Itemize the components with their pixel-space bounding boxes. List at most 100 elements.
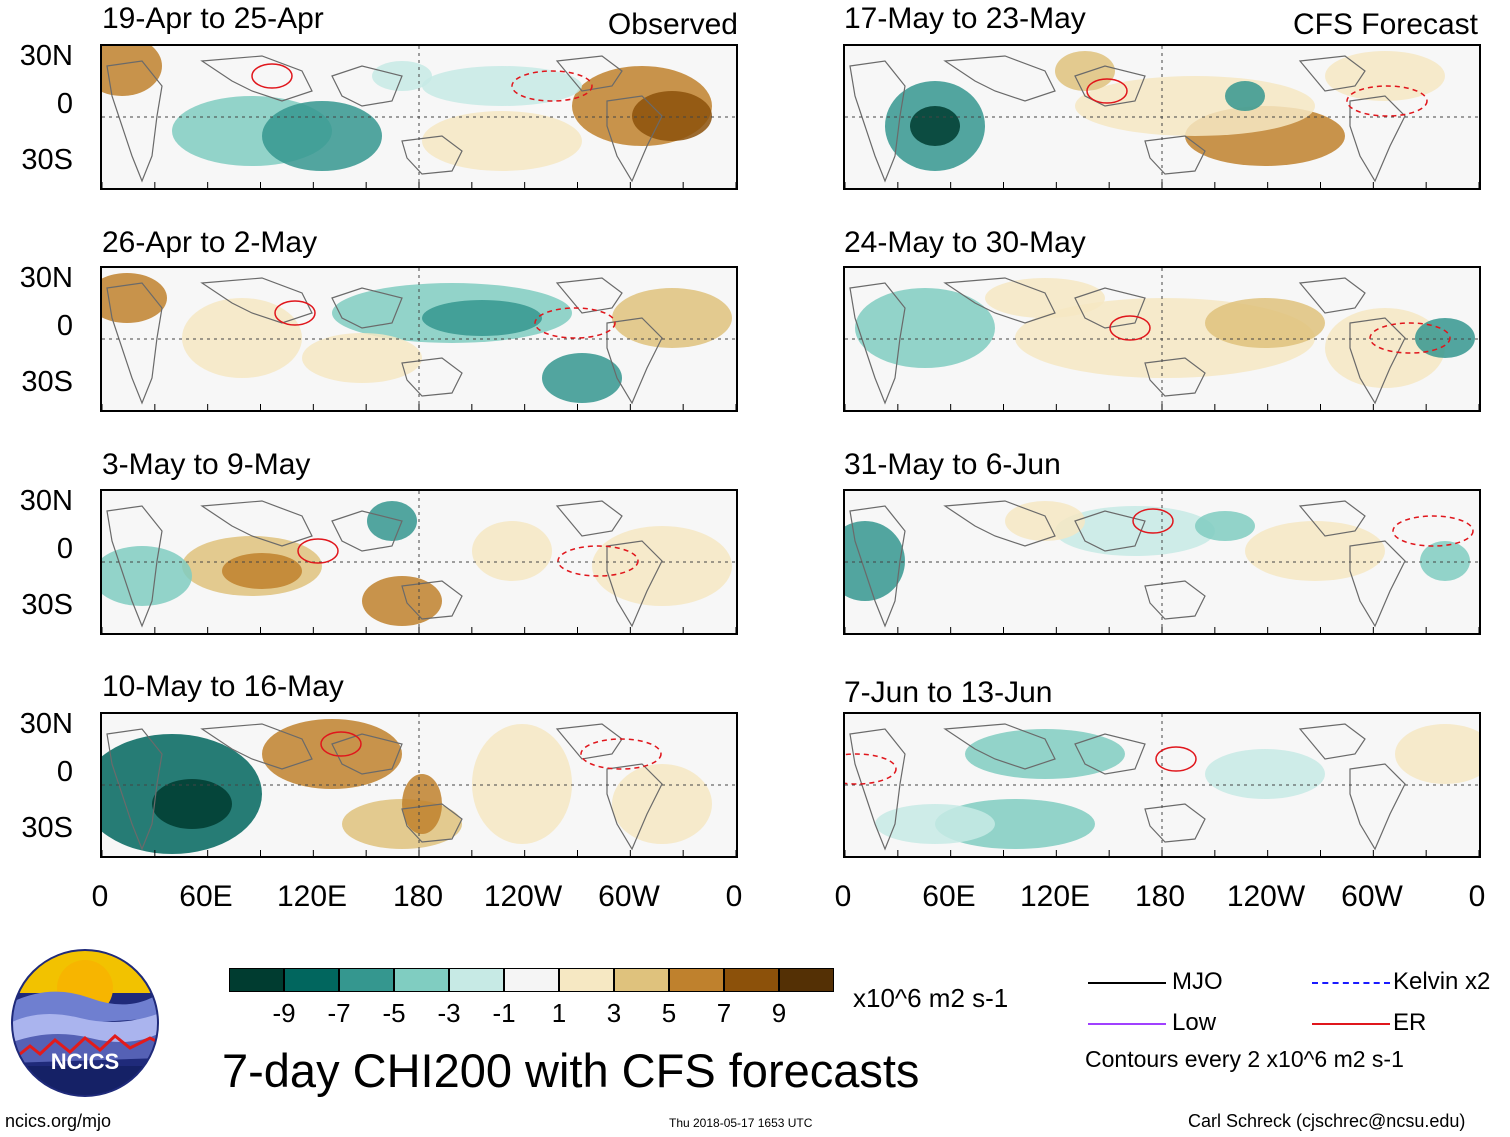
coastline [200,55,313,102]
footer-timestamp: Thu 2018-05-17 1653 UTC [669,1116,813,1130]
anomaly-region [1415,318,1475,358]
colorbar-label: -3 [437,998,461,1028]
observed-label: Observed [607,8,738,41]
coastline [106,60,163,183]
lat-label: 30N [19,485,73,517]
coastline [1144,135,1206,175]
lon-label: 60W [1341,880,1403,913]
panel-title-left-1: 19-Apr to 25-Apr [102,2,324,35]
colorbar-swatch [559,968,614,992]
map-panel-right-4 [843,712,1481,858]
coastline [1144,580,1206,620]
anomaly-region [402,774,442,834]
anomaly-region [592,526,732,606]
anomaly-region [1245,521,1385,581]
colorbar-label: -9 [272,998,296,1028]
er-contour [1346,85,1428,117]
legend-mjo-label: MJO [1172,968,1223,995]
coastline [943,277,1056,324]
lat-label: 30N [19,40,73,72]
anomaly-region [1075,76,1315,136]
colorbar-swatch [339,968,394,992]
coastline [1349,540,1406,628]
footer-author: Carl Schreck (cjschrec@ncsu.edu) [1188,1111,1466,1131]
er-contour [320,731,362,757]
lon-label: 0 [91,880,109,913]
panel-title-left-4: 10-May to 16-May [102,670,344,703]
legend-kelvin-line [1312,982,1390,984]
footer-url[interactable]: ncics.org/mjo [5,1111,112,1131]
anomaly-region [632,91,712,141]
coastline [1349,763,1406,851]
coastline [555,55,623,92]
lon-label: 120W [483,880,563,913]
anomaly-region [152,779,232,829]
coastline [1298,723,1366,760]
coastline [331,287,403,329]
er-contour [297,538,339,564]
coastline [200,723,313,770]
coastline [200,500,313,547]
anomaly-region [367,501,417,541]
er-contour [1369,322,1451,354]
anomaly-region [855,288,995,368]
anomaly-region [102,46,162,96]
anomaly-region [342,799,462,849]
colorbar-label: 9 [771,998,787,1028]
coastline [555,500,623,537]
coastline [106,505,163,628]
lat-label: 30S [21,366,73,398]
coastline [1074,510,1146,552]
colorbar-swatch [669,968,724,992]
anomaly-region [1325,308,1445,388]
er-contour [274,300,316,326]
coastline [401,580,463,620]
coastline [331,65,403,107]
lon-label: 120E [1019,880,1091,913]
anomaly-region [985,278,1105,318]
anomaly-region [965,729,1125,779]
colorbar-swatch [394,968,449,992]
lat-label: 0 [56,756,73,788]
lon-label: 180 [1134,880,1186,913]
er-contour [845,753,897,785]
lon-label: 180 [392,880,444,913]
coastline [943,500,1056,547]
legend-note: Contours every 2 x10^6 m2 s-1 [1085,1046,1404,1072]
lon-label: 60W [598,880,660,913]
map-panel-right-2 [843,266,1481,412]
coastline [106,282,163,405]
colorbar-label: 5 [661,998,677,1028]
anomaly-region [1005,501,1085,541]
coastline [606,763,663,851]
lat-label: 0 [56,310,73,342]
colorbar-label: -5 [382,998,406,1028]
er-contour [534,307,616,339]
coastline [200,277,313,324]
ncics-logo: NCICS [10,948,160,1098]
panel-title-right-4: 7-Jun to 13-Jun [844,676,1053,709]
anomaly-region [102,273,167,323]
coastline [401,803,463,843]
coastline [1074,65,1146,107]
lon-label: 120E [276,880,348,913]
coastline [943,723,1056,770]
anomaly-region [182,298,302,378]
panel-title-left-2: 26-Apr to 2-May [102,226,318,259]
lat-label: 30N [19,708,73,740]
anomaly-region [472,521,552,581]
map-panel-left-3 [100,489,738,635]
legend-er-label: ER [1393,1009,1427,1036]
anomaly-region [910,106,960,146]
coastline [1349,95,1406,183]
anomaly-region [472,724,572,844]
er-contour [511,70,593,102]
coastline [606,317,663,405]
anomaly-region [1205,298,1325,348]
coastline [401,135,463,175]
anomaly-region [1205,749,1325,799]
coastline [555,723,623,760]
lon-label: 0 [834,880,852,913]
anomaly-region [362,576,442,626]
coastline [401,357,463,397]
